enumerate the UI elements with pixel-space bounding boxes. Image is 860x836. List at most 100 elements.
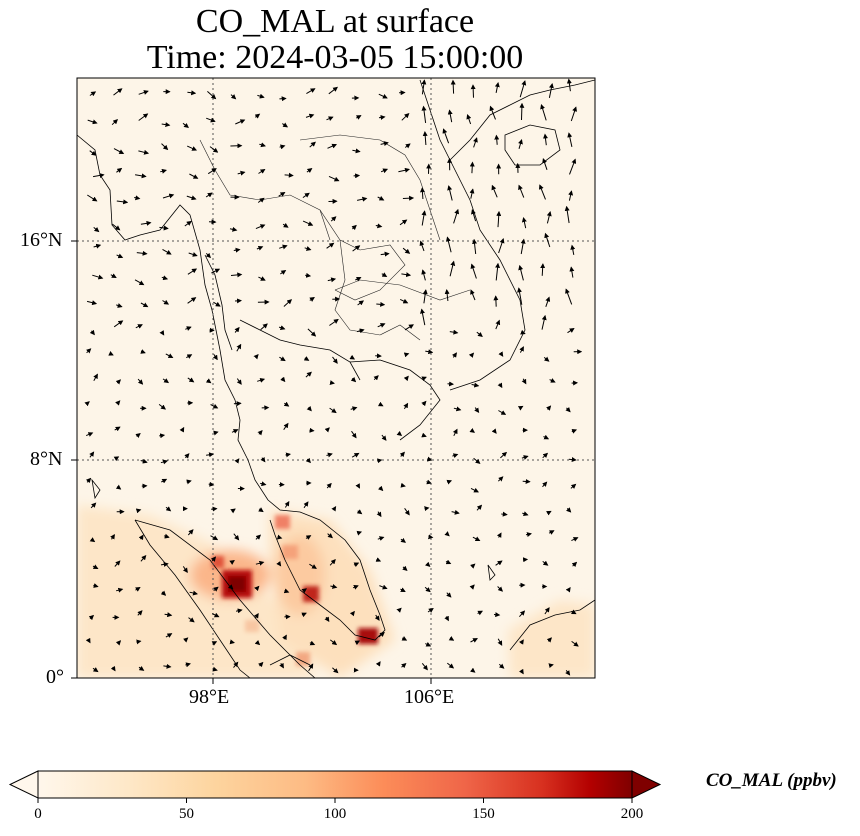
wind-arrow	[399, 451, 405, 458]
wind-arrow	[89, 329, 95, 336]
wind-arrow	[110, 533, 115, 540]
wind-arrow	[428, 534, 434, 540]
wind-arrow	[207, 168, 217, 175]
wind-arrow	[378, 114, 386, 120]
wind-arrow	[134, 279, 145, 286]
wind-arrow	[88, 614, 95, 621]
wind-arrow	[164, 612, 173, 618]
wind-arrow	[186, 479, 192, 485]
wind-arrow	[426, 479, 432, 485]
wind-arrow	[541, 314, 547, 330]
wind-arrow	[543, 133, 548, 146]
wind-arrow	[165, 633, 173, 638]
wind-arrow	[255, 560, 265, 566]
wind-arrow	[495, 262, 501, 281]
wind-arrow	[518, 184, 525, 198]
wind-arrow	[424, 506, 430, 512]
wind-arrow	[442, 128, 450, 144]
wind-arrow	[497, 382, 503, 389]
wind-arrow	[519, 80, 527, 98]
wind-arrow	[571, 561, 578, 568]
wind-arrow	[329, 639, 338, 646]
wind-arrow	[491, 184, 498, 198]
wind-arrow	[400, 537, 407, 543]
wind-arrow	[114, 426, 121, 432]
wind-arrow	[210, 556, 217, 562]
wind-arrow	[259, 142, 266, 148]
wind-arrow	[205, 252, 211, 259]
wind-arrow	[444, 289, 450, 302]
colorbar-tick-0: 0	[34, 806, 42, 822]
wind-arrow	[309, 563, 317, 569]
wind-arrow	[209, 146, 219, 153]
wind-arrow	[544, 232, 551, 248]
wind-arrow	[187, 268, 198, 275]
wind-arrow	[279, 244, 288, 250]
wind-arrow	[401, 662, 407, 669]
wind-arrow	[425, 349, 434, 355]
wind-arrow	[356, 530, 363, 536]
wind-arrow	[468, 352, 475, 358]
wind-arrow	[276, 560, 282, 567]
wind-arrow	[352, 585, 359, 590]
lon-label-98e: 98°E	[189, 686, 230, 708]
wind-arrow	[473, 457, 481, 464]
wind-arrow	[93, 243, 102, 249]
colorbar-tick-200: 200	[620, 806, 644, 822]
wind-arrow	[525, 532, 532, 538]
wind-arrow	[518, 139, 523, 149]
wind-arrow	[305, 113, 315, 119]
wind-arrow	[161, 478, 168, 484]
wind-arrow	[571, 537, 579, 542]
wind-arrow	[469, 161, 475, 174]
wind-arrow	[445, 559, 452, 565]
wind-arrow	[92, 564, 99, 569]
wind-arrow	[498, 663, 505, 669]
wind-arrow	[87, 194, 98, 202]
wind-arrow	[86, 432, 94, 437]
wind-arrow	[305, 535, 312, 540]
wind-arrow	[380, 141, 389, 147]
wind-arrow	[498, 238, 505, 254]
wind-arrow	[115, 640, 122, 646]
wind-arrow	[89, 537, 96, 543]
wind-arrow	[470, 563, 476, 569]
wind-arrow	[138, 665, 145, 671]
wind-arrow	[229, 226, 238, 232]
wind-arrow	[184, 453, 190, 459]
wind-arrow	[355, 276, 362, 282]
wind-arrow	[546, 211, 552, 224]
wind-arrow	[421, 376, 427, 382]
wind-arrow	[213, 301, 221, 307]
wind-arrow	[352, 245, 361, 252]
wind-arrow	[545, 296, 551, 307]
wind-arrow	[355, 483, 360, 489]
wind-arrow	[234, 458, 240, 464]
wind-arrow	[135, 508, 142, 514]
wind-arrow	[230, 272, 243, 278]
wind-arrow	[285, 452, 291, 458]
wind-arrow	[471, 382, 480, 388]
wind-arrow	[380, 168, 389, 174]
wind-arrow	[421, 79, 427, 95]
wind-arrow	[108, 351, 114, 356]
wind-arrow	[233, 661, 239, 668]
wind-arrow	[135, 173, 147, 179]
colorbar-tick-100: 100	[323, 806, 347, 822]
wind-arrow	[306, 88, 316, 95]
wind-arrow	[452, 352, 457, 358]
wind-arrow	[542, 481, 548, 488]
wind-arrow	[489, 105, 496, 120]
wind-arrow	[565, 288, 573, 305]
wind-arrow	[284, 500, 290, 508]
wind-arrow	[329, 380, 335, 386]
wind-arrow	[568, 457, 577, 463]
wind-arrow	[353, 562, 360, 568]
wind-arrow	[565, 586, 571, 593]
wind-arrow	[137, 378, 144, 385]
wind-arrow	[570, 483, 577, 489]
wind-arrow	[544, 607, 550, 615]
wind-arrow	[498, 351, 504, 357]
wind-arrow	[309, 640, 316, 646]
wind-arrow	[517, 405, 524, 411]
